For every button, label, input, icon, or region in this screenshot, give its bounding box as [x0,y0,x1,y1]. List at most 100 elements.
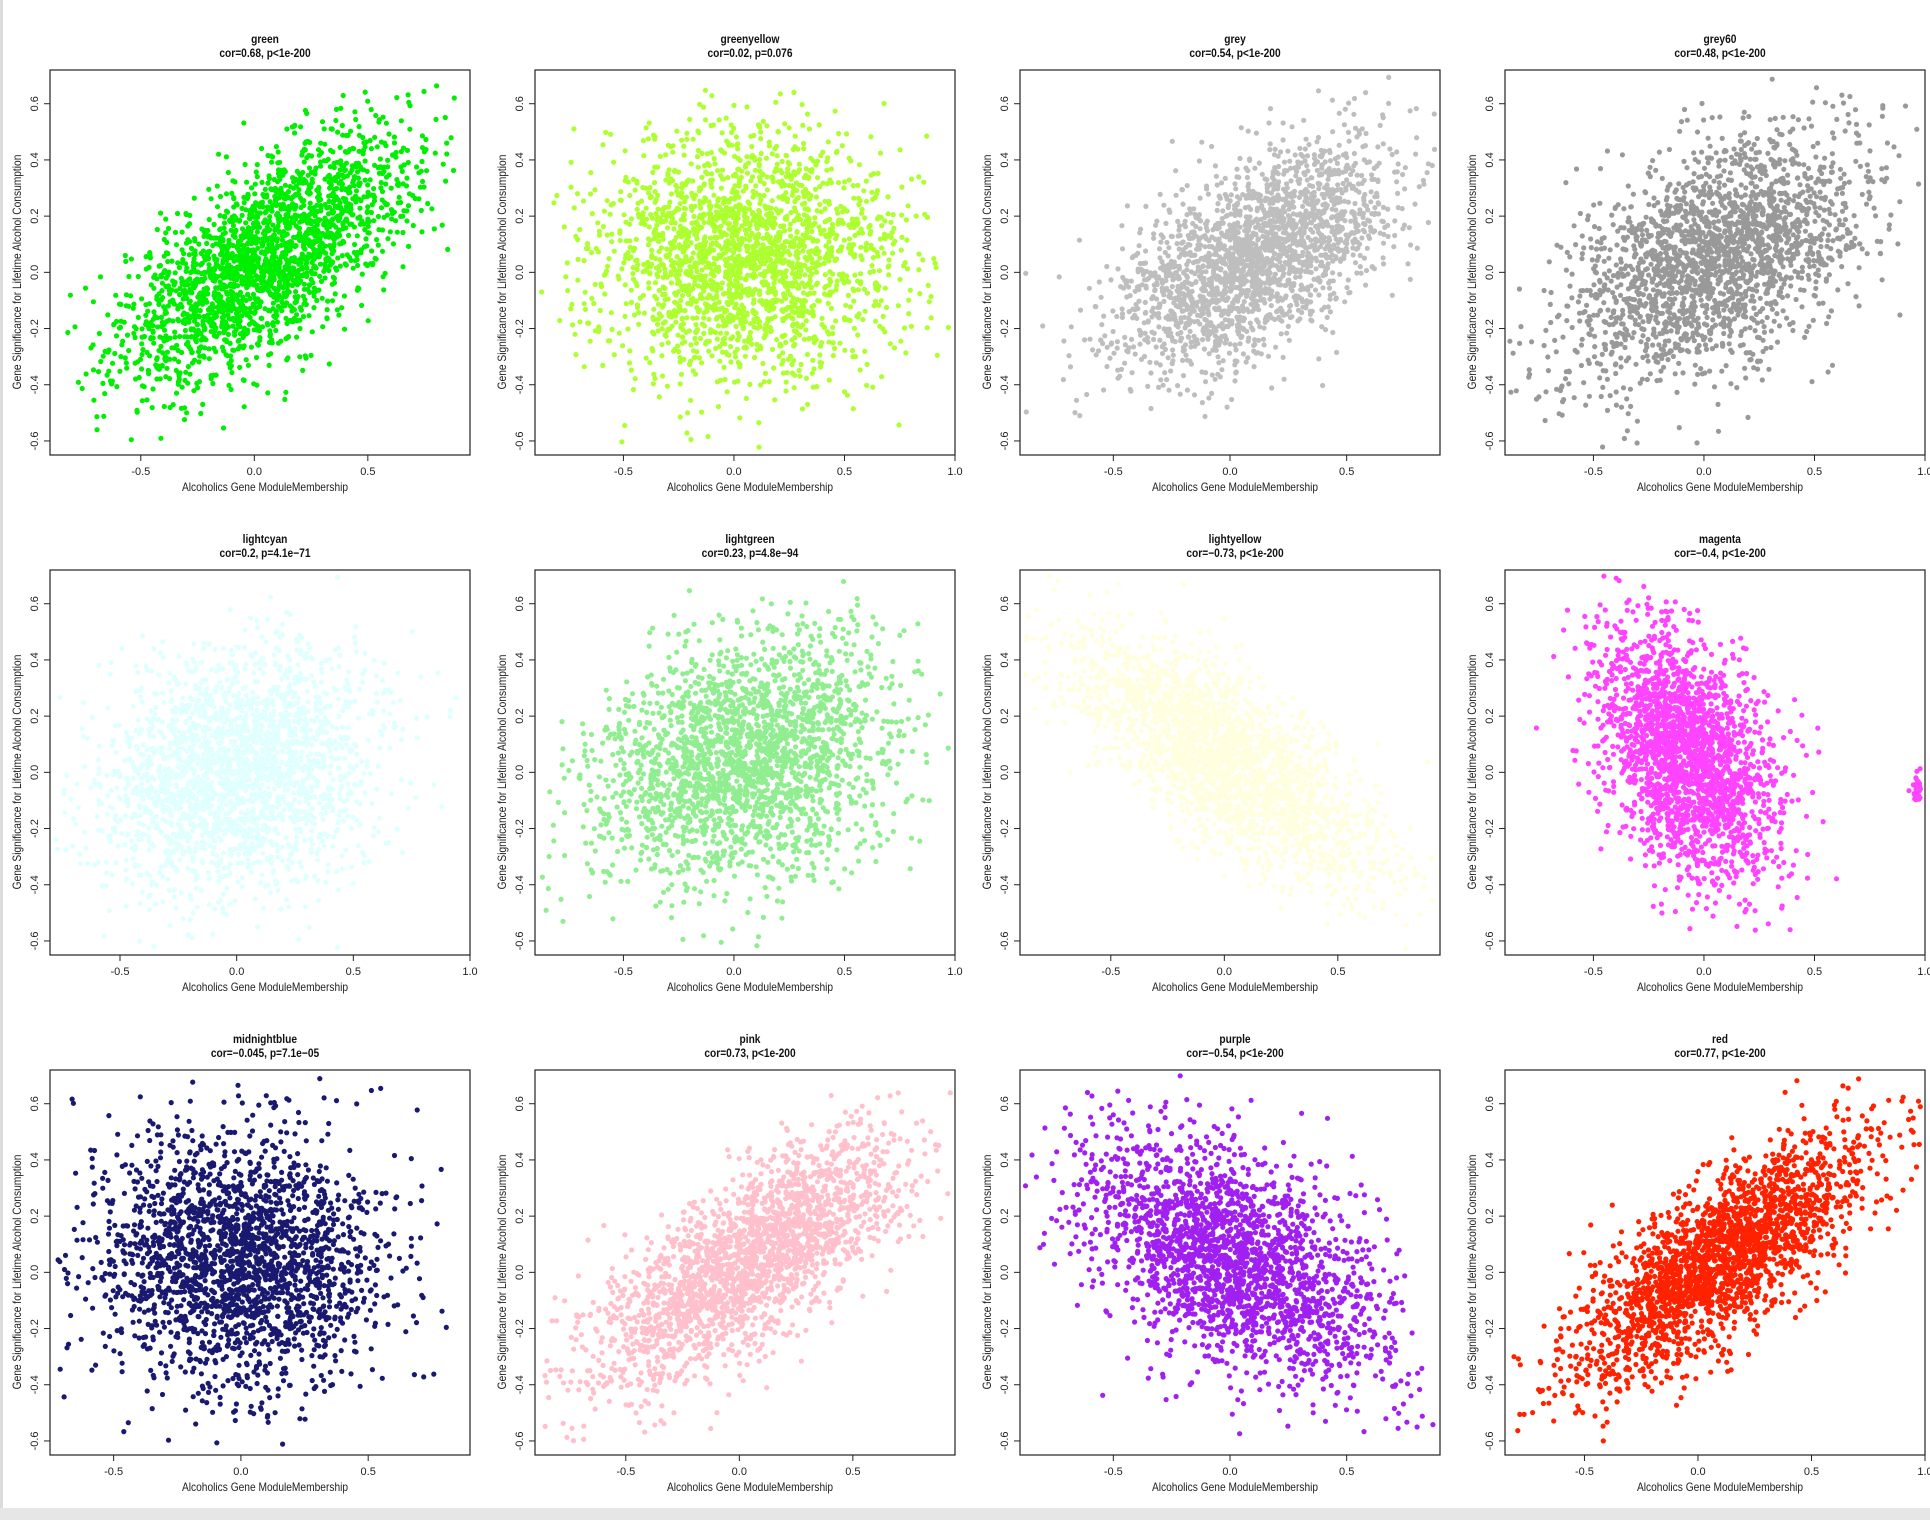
data-point [785,249,790,254]
data-point [882,218,887,223]
data-point [745,171,750,176]
data-point [824,159,829,164]
data-point [1115,266,1120,271]
data-point [1188,329,1193,334]
data-point [817,122,822,127]
data-point [150,323,155,328]
data-point [243,162,248,167]
data-point [175,260,180,265]
data-point [665,384,670,389]
data-point [934,265,939,270]
data-point [829,306,834,311]
data-point [205,313,210,318]
data-point [871,255,876,260]
data-point [163,230,168,235]
data-point [166,303,171,308]
data-point [334,107,339,112]
data-point [686,178,691,183]
data-point [1170,284,1175,289]
data-point [117,369,122,374]
data-point [916,174,921,179]
data-point [255,162,260,167]
data-point [811,312,816,317]
data-point [903,260,908,265]
data-point [269,248,274,253]
data-point [1376,201,1381,206]
data-point [657,311,662,316]
data-point [732,380,737,385]
data-point [202,355,207,360]
data-point [379,165,384,170]
data-point [865,362,870,367]
data-point [899,235,904,240]
data-point [710,177,715,182]
data-point [1074,398,1079,403]
data-point [306,313,311,318]
data-point [152,314,157,319]
data-point [1133,352,1138,357]
data-point [804,318,809,323]
data-point [873,283,878,288]
data-point [806,281,811,286]
data-point [879,298,884,303]
data-point [254,236,259,241]
data-point [385,202,390,207]
data-point [688,398,693,403]
data-point [806,175,811,180]
data-point [158,436,163,441]
data-point [433,117,438,122]
data-point [282,196,287,201]
data-point [180,247,185,252]
data-point [763,332,768,337]
data-point [609,239,614,244]
data-point [771,365,776,370]
data-point [200,335,205,340]
data-point [660,373,665,378]
data-point [355,288,360,293]
data-point [695,154,700,159]
data-point [713,330,718,335]
data-point [265,237,270,242]
data-point [775,129,780,134]
data-point [627,222,632,227]
data-point [882,251,887,256]
data-point [325,299,330,304]
data-point [323,251,328,256]
data-point [708,327,713,332]
data-point [824,218,829,223]
data-point [833,257,838,262]
data-point [277,177,282,182]
data-point [634,181,639,186]
data-point [722,196,727,201]
data-point [751,319,756,324]
data-point [440,223,445,228]
data-point [309,277,314,282]
data-point [326,211,331,216]
data-point [718,314,723,319]
data-point [630,271,635,276]
data-point [618,189,623,194]
data-point [371,186,376,191]
data-point [300,368,305,373]
data-point [766,205,771,210]
data-point [233,270,238,275]
data-point [125,333,130,338]
data-point [404,208,409,213]
data-point [755,226,760,231]
data-point [404,218,409,223]
x-tick-label: 1.0 [947,466,962,478]
data-point [715,336,720,341]
data-point [320,241,325,246]
data-point [759,258,764,263]
data-point [351,146,356,151]
data-point [653,200,658,205]
data-point [788,222,793,227]
data-point [214,373,219,378]
data-point [197,279,202,284]
data-point [278,187,283,192]
data-point [252,327,257,332]
data-point [709,93,714,98]
data-point [744,345,749,350]
data-point [1325,315,1330,320]
data-point [704,305,709,310]
